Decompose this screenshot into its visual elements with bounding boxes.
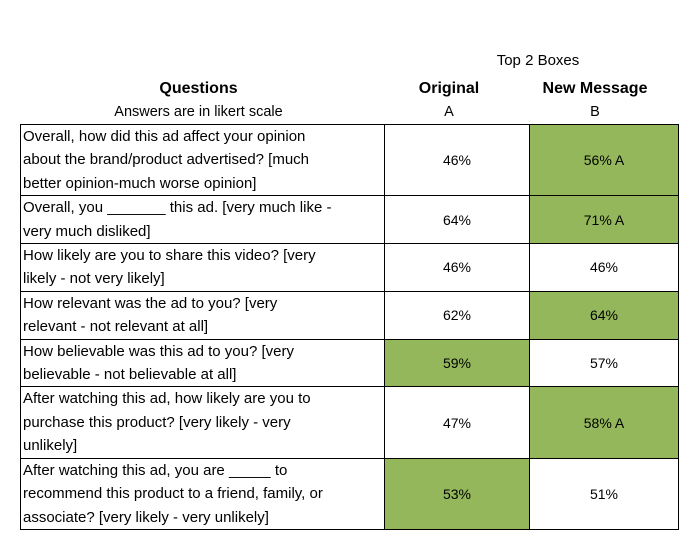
question-text-line: purchase this product? [very likely - ve…: [23, 413, 291, 431]
survey-results-table: Overall, how did this ad affect your opi…: [20, 123, 679, 530]
questions-column-title: Questions: [159, 80, 238, 97]
table-row: How likely are you to share this video? …: [20, 243, 679, 292]
question-text-line: recommend this product to a friend, fami…: [23, 485, 323, 503]
table-row: How believable was this ad to you? [very…: [20, 338, 679, 388]
question-cell: How relevant was the ad to you? [very rel…: [20, 290, 385, 340]
table-row: Overall, you _______ this ad. [very much…: [20, 195, 679, 245]
question-cell: After watching this ad, how likely are y…: [20, 386, 385, 459]
original-value-cell: 62%: [384, 290, 530, 340]
new-message-value-cell: 71% A: [529, 195, 679, 245]
original-value-cell: 46%: [384, 123, 530, 197]
table-row: Overall, how did this ad affect your opi…: [20, 123, 679, 197]
new-message-value-cell: 57%: [529, 338, 679, 388]
question-text-line: Overall, how did this ad affect your opi…: [23, 128, 306, 145]
question-text-line: unlikely]: [23, 437, 78, 455]
question-cell: Overall, you _______ this ad. [very much…: [20, 195, 385, 245]
new-message-column-letter: B: [590, 104, 600, 120]
original-value-cell: 46%: [384, 243, 530, 292]
questions-column-subtitle: Answers are in likert scale: [114, 104, 283, 120]
table-row: After watching this ad, you are _____ to…: [20, 457, 679, 530]
new-message-value-cell: 58% A: [529, 386, 679, 459]
question-cell: How believable was this ad to you? [very…: [20, 338, 385, 388]
new-message-value-cell: 51%: [529, 457, 679, 530]
new-message-value-cell: 64%: [529, 290, 679, 340]
question-text-line: likely - not very likely]: [23, 270, 165, 288]
original-value-cell: 59%: [384, 338, 530, 388]
question-text-line: better opinion-much worse opinion]: [23, 174, 257, 192]
question-text-line: very much disliked]: [23, 222, 151, 240]
question-text-line: After watching this ad, how likely are y…: [23, 390, 311, 408]
new-message-column-title: New Message: [542, 80, 648, 97]
original-column-title: Original: [418, 80, 480, 97]
question-text-line: believable - not believable at all]: [23, 366, 237, 384]
question-text-line: about the brand/product advertised? [muc…: [23, 151, 310, 169]
original-value-cell: 64%: [384, 195, 530, 245]
new-message-value-cell: 46%: [529, 243, 679, 292]
question-text-line: associate? [very likely - very unlikely]: [23, 508, 269, 526]
original-value-cell: 47%: [384, 386, 530, 459]
question-cell: After watching this ad, you are _____ to…: [20, 457, 385, 530]
new-message-value-cell: 56% A: [529, 123, 679, 197]
question-text-line: How relevant was the ad to you? [very: [23, 294, 278, 312]
question-cell: How likely are you to share this video? …: [20, 243, 385, 292]
question-text-line: relevant - not relevant at all]: [23, 318, 209, 336]
question-text-line: Overall, you _______ this ad. [very much…: [23, 199, 332, 217]
table-row: After watching this ad, how likely are y…: [20, 386, 679, 459]
original-value-cell: 53%: [384, 457, 530, 530]
question-text-line: After watching this ad, you are _____ to: [23, 461, 288, 479]
question-text-line: How believable was this ad to you? [very: [23, 342, 294, 360]
table-row: How relevant was the ad to you? [very rel…: [20, 290, 679, 340]
question-cell: Overall, how did this ad affect your opi…: [20, 123, 385, 197]
original-column-letter: A: [444, 104, 454, 120]
survey-results-body: Overall, how did this ad affect your opi…: [20, 123, 679, 530]
top-2-boxes-label: Top 2 Boxes: [496, 52, 580, 69]
question-text-line: How likely are you to share this video? …: [23, 247, 316, 265]
